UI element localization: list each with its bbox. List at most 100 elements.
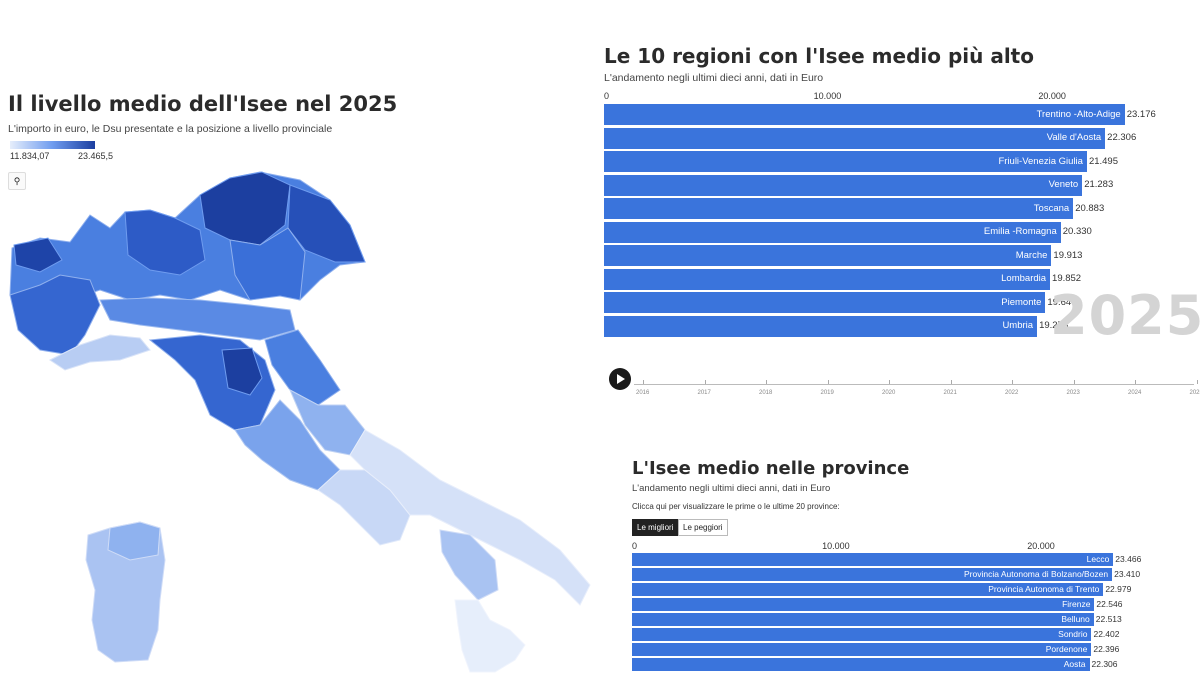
bar[interactable] bbox=[632, 643, 1092, 656]
timeline-year-label[interactable]: 2018 bbox=[759, 390, 773, 396]
timeline-tick bbox=[704, 380, 706, 384]
map-region-sardegna-north bbox=[107, 521, 161, 561]
bar[interactable] bbox=[632, 628, 1092, 641]
bar-value-label: 23.466 bbox=[1115, 553, 1142, 564]
bar-category-label: Marche bbox=[1015, 249, 1048, 261]
italy-choropleth-map[interactable] bbox=[0, 160, 600, 675]
bar-category-label: Pordenone bbox=[1045, 643, 1088, 654]
year-timeline[interactable] bbox=[634, 384, 1194, 385]
timeline-tick bbox=[766, 380, 767, 384]
bar[interactable] bbox=[604, 292, 1046, 313]
map-region-campania bbox=[317, 469, 411, 546]
bar[interactable] bbox=[632, 568, 1113, 581]
timeline-tick bbox=[1135, 380, 1136, 384]
map-region-calabria bbox=[454, 599, 526, 673]
bar-category-label: Friuli-Venezia Giulia bbox=[998, 155, 1083, 167]
x-tick-label: 10.000 bbox=[822, 541, 850, 551]
bar[interactable] bbox=[604, 198, 1074, 219]
bar-value-label: 19.647 bbox=[1047, 296, 1077, 308]
map-region-emilia bbox=[99, 297, 296, 341]
bar-value-label: 20.883 bbox=[1075, 202, 1105, 214]
bar-value-label: 22.546 bbox=[1096, 598, 1123, 609]
bar[interactable] bbox=[604, 315, 1038, 337]
bar-value-label: 21.495 bbox=[1088, 155, 1118, 167]
bar-category-label: Emilia -Romagna bbox=[983, 226, 1057, 237]
bar[interactable] bbox=[632, 583, 1104, 596]
timeline-year-label[interactable]: 2019 bbox=[820, 390, 834, 396]
timeline-tick bbox=[1012, 380, 1013, 384]
bar-value-label: 23.176 bbox=[1126, 108, 1156, 120]
bar[interactable] bbox=[604, 104, 1125, 125]
bar-category-label: Toscana bbox=[1033, 202, 1070, 214]
map-title: Il livello medio dell'Isee nel 2025 bbox=[8, 92, 398, 116]
bar[interactable] bbox=[632, 553, 1114, 566]
bar-value-label: 19.913 bbox=[1053, 249, 1083, 261]
regions-chart-title: Le 10 regioni con l'Isee medio più alto bbox=[604, 44, 1034, 68]
bar-category-label: Firenze bbox=[1062, 598, 1091, 609]
bar[interactable] bbox=[604, 221, 1061, 243]
regions-chart-subtitle: L'andamento negli ultimi dieci anni, dat… bbox=[604, 72, 824, 84]
timeline-year-label[interactable]: 2025 bbox=[1189, 390, 1200, 396]
x-tick-label: 10.000 bbox=[813, 91, 842, 101]
timeline-tick bbox=[1073, 380, 1075, 384]
map-subtitle: L'importo in euro, le Dsu presentate e l… bbox=[8, 123, 333, 135]
bar-value-label: 19.852 bbox=[1052, 273, 1082, 284]
map-region-valle-aosta bbox=[13, 237, 63, 273]
timeline-tick bbox=[889, 380, 890, 384]
bar[interactable] bbox=[604, 174, 1083, 196]
map-region-piemonte bbox=[9, 274, 101, 356]
worst-provinces-button[interactable]: Le peggiori bbox=[678, 519, 728, 536]
bar[interactable] bbox=[632, 613, 1094, 626]
bar[interactable] bbox=[604, 245, 1052, 266]
bar-value-label: 19.275 bbox=[1039, 320, 1069, 331]
timeline-year-label[interactable]: 2024 bbox=[1128, 390, 1142, 396]
timeline-year-label[interactable]: 2023 bbox=[1066, 390, 1080, 396]
color-legend-bar bbox=[10, 141, 95, 149]
x-tick-label: 0 bbox=[604, 91, 610, 101]
map-region-lombardia bbox=[124, 209, 206, 276]
map-region-marche bbox=[264, 329, 341, 406]
provinces-instruction: Clicca qui per visualizzare le prime o l… bbox=[632, 502, 840, 511]
bar[interactable] bbox=[604, 268, 1051, 290]
bar-category-label: Trentino -Alto-Adige bbox=[1036, 108, 1121, 120]
best-provinces-button[interactable]: Le migliori bbox=[632, 519, 679, 536]
bar-value-label: 22.402 bbox=[1093, 628, 1120, 639]
bar-category-label: Valle d'Aosta bbox=[1046, 132, 1102, 143]
bar-value-label: 21.283 bbox=[1084, 179, 1114, 190]
x-tick-label: 20.000 bbox=[1027, 541, 1055, 551]
bar-category-label: Provincia Autonoma di Trento bbox=[988, 583, 1100, 594]
legend-min-label: 11.834,07 bbox=[10, 151, 50, 161]
current-year-label: 2025 bbox=[1050, 284, 1200, 347]
timeline-tick bbox=[950, 380, 952, 384]
bar-category-label: Aosta bbox=[1063, 658, 1086, 669]
timeline-year-label[interactable]: 2016 bbox=[636, 390, 650, 396]
map-region-basilicata bbox=[439, 529, 499, 601]
map-region-liguria bbox=[49, 334, 151, 371]
bar-value-label: 22.306 bbox=[1107, 132, 1137, 143]
bar-value-label: 23.410 bbox=[1114, 568, 1141, 579]
bar-category-label: Provincia Autonoma di Bolzano/Bozen bbox=[964, 568, 1109, 579]
bar-value-label: 22.396 bbox=[1093, 643, 1120, 654]
timeline-tick bbox=[643, 380, 644, 384]
bar[interactable] bbox=[632, 658, 1090, 671]
timeline-year-label[interactable]: 2021 bbox=[943, 390, 957, 396]
timeline-year-label[interactable]: 2022 bbox=[1005, 390, 1019, 396]
search-icon[interactable]: ⚲ bbox=[8, 172, 26, 190]
bar-value-label: 22.306 bbox=[1091, 658, 1118, 669]
provinces-chart-subtitle: L'andamento negli ultimi dieci anni, dat… bbox=[632, 483, 831, 494]
bar-value-label: 22.979 bbox=[1105, 583, 1132, 594]
timeline-year-label[interactable]: 2017 bbox=[697, 390, 711, 396]
bar[interactable] bbox=[604, 127, 1106, 149]
map-region-molise-puglia bbox=[349, 429, 591, 606]
legend-max-label: 23.465,5 bbox=[78, 151, 114, 161]
bar[interactable] bbox=[604, 151, 1087, 172]
bar-category-label: Veneto bbox=[1048, 179, 1079, 190]
bar[interactable] bbox=[632, 598, 1095, 611]
timeline-year-label[interactable]: 2020 bbox=[882, 390, 896, 396]
bar-value-label: 20.330 bbox=[1062, 226, 1092, 237]
bar-category-label: Umbria bbox=[1002, 320, 1034, 331]
timeline-tick bbox=[827, 380, 829, 384]
map-region-trentino bbox=[199, 171, 291, 246]
play-button[interactable] bbox=[609, 368, 631, 390]
map-region-veneto bbox=[229, 227, 306, 301]
